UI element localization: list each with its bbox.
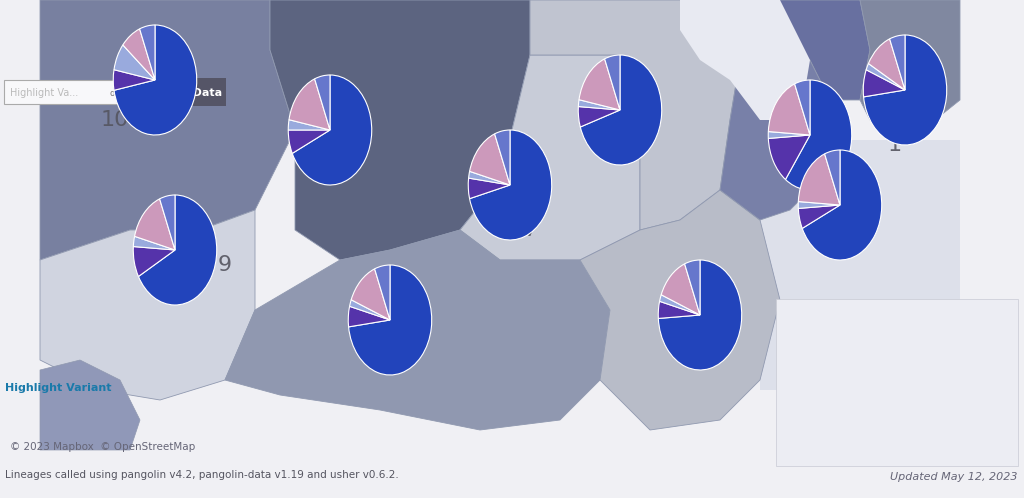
Text: o: o <box>110 89 115 98</box>
Wedge shape <box>495 130 510 185</box>
Wedge shape <box>581 55 662 165</box>
Wedge shape <box>468 178 510 199</box>
Text: 4: 4 <box>658 295 672 315</box>
Polygon shape <box>720 60 830 220</box>
Wedge shape <box>579 107 620 127</box>
Wedge shape <box>799 154 840 205</box>
Wedge shape <box>824 150 840 205</box>
Wedge shape <box>659 295 700 315</box>
Wedge shape <box>470 134 510 185</box>
Wedge shape <box>685 260 700 315</box>
Wedge shape <box>114 25 197 135</box>
Wedge shape <box>890 35 905 90</box>
Wedge shape <box>133 247 175 276</box>
Wedge shape <box>802 150 882 260</box>
Text: 8: 8 <box>333 80 347 100</box>
Wedge shape <box>160 195 175 250</box>
Wedge shape <box>289 120 330 130</box>
Wedge shape <box>114 70 155 90</box>
Polygon shape <box>860 0 961 140</box>
Wedge shape <box>289 79 330 130</box>
Text: Regional proportions from specimens
collected in the 2-week period ending on
5/1: Regional proportions from specimens coll… <box>786 312 999 423</box>
Wedge shape <box>799 202 840 209</box>
Wedge shape <box>351 269 390 320</box>
Wedge shape <box>785 80 852 190</box>
Wedge shape <box>139 25 155 80</box>
Text: Highlight Variant: Highlight Variant <box>5 383 112 393</box>
Wedge shape <box>375 265 390 320</box>
Wedge shape <box>863 70 905 97</box>
Wedge shape <box>658 260 741 370</box>
Text: 9: 9 <box>218 255 232 275</box>
Wedge shape <box>314 75 330 130</box>
FancyBboxPatch shape <box>4 80 121 104</box>
Wedge shape <box>579 59 620 110</box>
Wedge shape <box>799 205 840 229</box>
Wedge shape <box>123 29 155 80</box>
Text: 1: 1 <box>888 135 902 155</box>
Text: 2: 2 <box>768 120 782 140</box>
Wedge shape <box>604 55 620 110</box>
Wedge shape <box>795 80 810 135</box>
Wedge shape <box>768 84 810 135</box>
Wedge shape <box>134 199 175 250</box>
Polygon shape <box>270 0 530 260</box>
Wedge shape <box>579 100 620 110</box>
FancyBboxPatch shape <box>124 78 226 106</box>
Text: Updated May 12, 2023: Updated May 12, 2023 <box>891 472 1018 482</box>
Wedge shape <box>348 306 390 327</box>
Wedge shape <box>138 195 217 305</box>
Wedge shape <box>349 300 390 320</box>
Text: 7: 7 <box>523 220 537 240</box>
Wedge shape <box>133 237 175 250</box>
Wedge shape <box>768 135 810 179</box>
Text: 10: 10 <box>100 110 129 130</box>
Wedge shape <box>658 301 700 318</box>
Wedge shape <box>289 130 330 153</box>
Text: 5: 5 <box>588 105 602 125</box>
Wedge shape <box>768 131 810 138</box>
Text: Download Data: Download Data <box>127 88 222 98</box>
Text: 6: 6 <box>368 310 382 330</box>
Polygon shape <box>40 360 140 450</box>
Polygon shape <box>225 230 610 430</box>
Polygon shape <box>460 55 640 260</box>
FancyBboxPatch shape <box>760 140 961 390</box>
Wedge shape <box>662 264 700 315</box>
Polygon shape <box>580 190 780 430</box>
Wedge shape <box>469 171 510 185</box>
Text: © 2023 Mapbox  © OpenStreetMap: © 2023 Mapbox © OpenStreetMap <box>10 442 196 452</box>
Wedge shape <box>292 75 372 185</box>
Polygon shape <box>740 0 870 100</box>
Wedge shape <box>868 39 905 90</box>
Wedge shape <box>863 35 947 145</box>
Text: Lineages called using pangolin v4.2, pangolin-data v1.19 and usher v0.6.2.: Lineages called using pangolin v4.2, pan… <box>5 470 398 480</box>
Polygon shape <box>680 0 810 120</box>
Wedge shape <box>470 130 552 240</box>
Polygon shape <box>40 0 295 260</box>
Text: 3: 3 <box>803 210 817 230</box>
Polygon shape <box>530 0 740 230</box>
Polygon shape <box>40 210 255 400</box>
Wedge shape <box>866 64 905 90</box>
Wedge shape <box>114 45 155 80</box>
Wedge shape <box>348 265 432 375</box>
Text: Highlight Va...: Highlight Va... <box>10 88 78 98</box>
